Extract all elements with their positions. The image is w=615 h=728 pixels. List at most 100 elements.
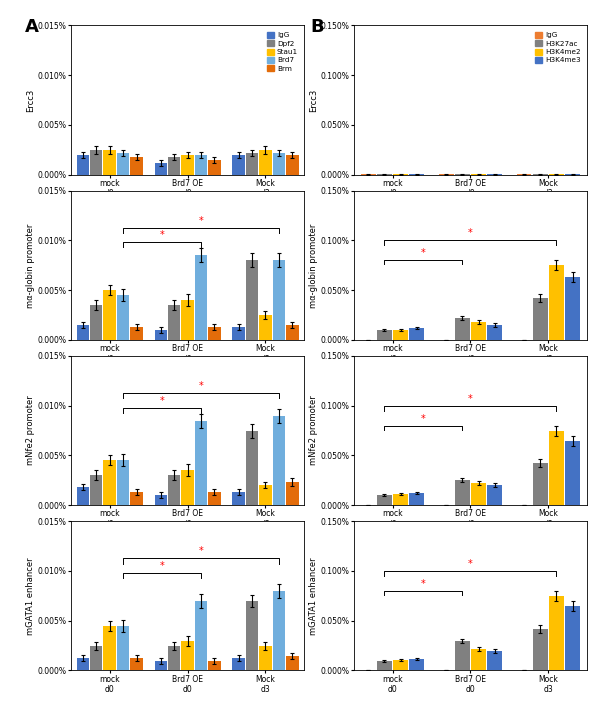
Bar xyxy=(208,327,221,340)
Bar xyxy=(103,290,116,340)
Text: *: * xyxy=(421,579,426,589)
Bar xyxy=(208,160,221,175)
Bar xyxy=(272,261,285,340)
Bar xyxy=(410,494,424,505)
Text: *: * xyxy=(468,394,473,404)
Bar xyxy=(393,494,408,505)
Y-axis label: mGATA1 enhancer: mGATA1 enhancer xyxy=(309,557,318,635)
Bar xyxy=(410,659,424,670)
Bar xyxy=(487,486,502,505)
Bar xyxy=(272,416,285,505)
Bar xyxy=(232,155,245,175)
Y-axis label: mα-globin promoter: mα-globin promoter xyxy=(26,223,35,307)
Bar xyxy=(455,480,470,505)
Bar xyxy=(103,150,116,175)
Bar xyxy=(246,261,258,340)
Bar xyxy=(487,325,502,340)
Bar xyxy=(246,153,258,175)
Bar xyxy=(533,464,548,505)
Text: *: * xyxy=(160,396,164,405)
Bar xyxy=(77,487,89,505)
Bar xyxy=(455,318,470,340)
Text: *: * xyxy=(468,559,473,569)
Bar xyxy=(154,495,167,505)
Bar xyxy=(393,330,408,340)
Bar xyxy=(246,601,258,670)
Bar xyxy=(130,157,143,175)
Bar xyxy=(246,431,258,505)
Bar xyxy=(471,483,486,505)
Y-axis label: mα-globin promoter: mα-globin promoter xyxy=(309,223,318,307)
Bar xyxy=(260,646,272,670)
Bar xyxy=(117,460,129,505)
Legend: IgG, Dpf2, Stau1, Brd7, Brm: IgG, Dpf2, Stau1, Brd7, Brm xyxy=(264,29,301,74)
Bar xyxy=(195,155,207,175)
Bar xyxy=(260,315,272,340)
Y-axis label: Ercc3: Ercc3 xyxy=(309,89,318,111)
Bar xyxy=(208,660,221,670)
Bar xyxy=(181,641,194,670)
Bar xyxy=(286,655,298,670)
Bar xyxy=(272,591,285,670)
Text: *: * xyxy=(199,381,204,391)
Bar xyxy=(393,660,408,670)
Bar xyxy=(77,325,89,340)
Bar xyxy=(377,495,392,505)
Text: B: B xyxy=(311,18,324,36)
Bar xyxy=(471,649,486,670)
Text: *: * xyxy=(199,215,204,226)
Bar xyxy=(77,155,89,175)
Bar xyxy=(90,646,103,670)
Bar xyxy=(377,660,392,670)
Bar xyxy=(286,155,298,175)
Bar xyxy=(195,601,207,670)
Bar xyxy=(117,153,129,175)
Bar xyxy=(181,470,194,505)
Bar xyxy=(195,256,207,340)
Text: *: * xyxy=(421,414,426,424)
Text: *: * xyxy=(199,546,204,556)
Bar xyxy=(549,266,564,340)
Bar xyxy=(286,483,298,505)
Text: *: * xyxy=(468,229,473,239)
Bar xyxy=(549,431,564,505)
Bar xyxy=(533,298,548,340)
Bar xyxy=(168,646,180,670)
Bar xyxy=(565,606,580,670)
Text: *: * xyxy=(160,231,164,240)
Bar xyxy=(181,300,194,340)
Bar xyxy=(232,327,245,340)
Bar xyxy=(208,492,221,505)
Bar xyxy=(260,486,272,505)
Text: *: * xyxy=(160,561,164,571)
Bar xyxy=(168,475,180,505)
Text: *: * xyxy=(421,248,426,258)
Bar xyxy=(103,625,116,670)
Bar xyxy=(286,325,298,340)
Bar xyxy=(154,660,167,670)
Bar xyxy=(565,440,580,505)
Bar xyxy=(565,277,580,340)
Bar xyxy=(90,305,103,340)
Y-axis label: mNfe2 promoter: mNfe2 promoter xyxy=(26,396,35,465)
Bar xyxy=(103,460,116,505)
Y-axis label: mNfe2 promoter: mNfe2 promoter xyxy=(309,396,318,465)
Bar xyxy=(471,322,486,340)
Bar xyxy=(232,657,245,670)
Y-axis label: Ercc3: Ercc3 xyxy=(26,89,35,111)
Bar xyxy=(195,421,207,505)
Bar xyxy=(168,305,180,340)
Bar xyxy=(549,596,564,670)
Text: A: A xyxy=(25,18,39,36)
Bar xyxy=(272,153,285,175)
Bar xyxy=(77,657,89,670)
Bar xyxy=(130,657,143,670)
Bar xyxy=(154,163,167,175)
Bar xyxy=(168,157,180,175)
Bar xyxy=(377,330,392,340)
Bar xyxy=(130,327,143,340)
Bar xyxy=(410,328,424,340)
Bar xyxy=(533,629,548,670)
Bar xyxy=(130,492,143,505)
Bar xyxy=(260,150,272,175)
